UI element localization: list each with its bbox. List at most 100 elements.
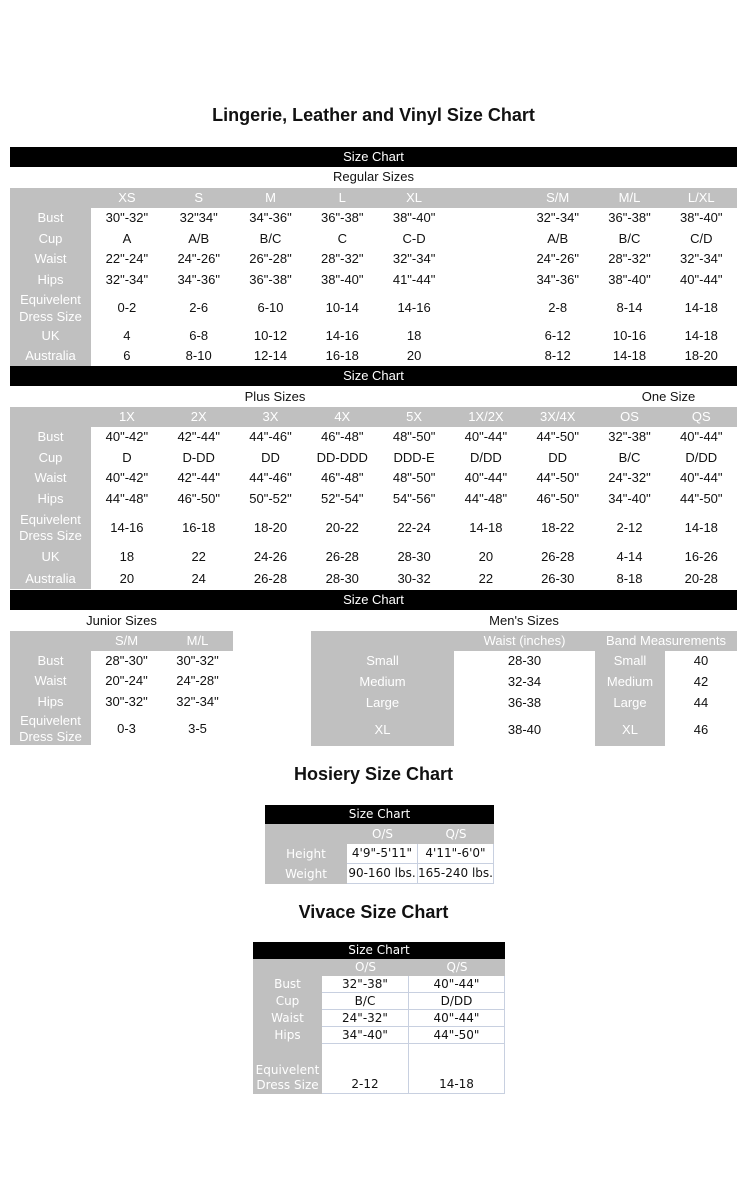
table-cell <box>450 291 522 326</box>
table-cell: D/DD <box>409 993 505 1010</box>
column-header: XS <box>91 188 163 208</box>
table-cell: 34"-40" <box>593 489 666 510</box>
table-cell: 32"-34" <box>521 208 594 229</box>
column-header: 5X <box>378 407 450 427</box>
table-cell: 6-12 <box>521 326 594 346</box>
table-cell: D <box>91 448 163 468</box>
row-label: Equivelent Dress Size <box>10 713 91 745</box>
table-cell: 46"-48" <box>306 468 379 489</box>
table-cell: C-D <box>378 229 450 249</box>
table-cell: 34"-36" <box>162 270 235 291</box>
table-cell: 28-30 <box>306 569 379 589</box>
row-label: XL <box>311 714 454 746</box>
row-label: Equivelent Dress Size <box>253 1044 322 1094</box>
table-cell: 32"-38" <box>593 427 666 448</box>
table-cell: 32-34 <box>454 672 595 693</box>
column-header: Waist (inches) <box>454 631 595 651</box>
table-cell: A/B <box>521 229 594 249</box>
row-label: XL <box>595 714 665 746</box>
row-label: Hips <box>10 270 91 291</box>
column-header: O/S <box>322 959 409 976</box>
table-cell: 40"-44" <box>409 976 505 993</box>
column-header: L/XL <box>665 188 738 208</box>
table-cell: 46 <box>665 714 737 746</box>
table-cell: 22-24 <box>378 510 450 546</box>
table-cell: 24"-26" <box>521 249 594 270</box>
column-header: Band Measurements <box>595 631 737 651</box>
table-cell: 38"-40" <box>665 208 738 229</box>
size-chart-bar: Size Chart <box>10 590 737 610</box>
table-cell: 44"-50" <box>665 489 738 510</box>
table-cell: 42"-44" <box>162 468 235 489</box>
table-cell: 4 <box>91 326 163 346</box>
table-cell: 26-28 <box>234 569 307 589</box>
table-cell: 28"-30" <box>91 651 162 671</box>
column-header: 1X/2X <box>450 407 522 427</box>
table-cell: DDD-E <box>378 448 450 468</box>
table-cell: 30"-32" <box>162 651 233 671</box>
size-chart-bar: Size Chart <box>253 942 505 959</box>
table-cell: 2-6 <box>162 291 235 326</box>
table-cell: 6 <box>91 346 163 366</box>
table-cell: 22"-24" <box>91 249 163 270</box>
row-label: Height <box>265 844 347 864</box>
section-title-one-size: One Size <box>641 388 696 404</box>
row-label: Cup <box>10 448 91 468</box>
table-cell: 18 <box>378 326 450 346</box>
column-header: M/L <box>162 631 233 651</box>
table-cell: 0-2 <box>91 291 163 326</box>
table-cell: 24"-32" <box>593 468 666 489</box>
table-cell: 28-30 <box>454 651 595 672</box>
table-cell: 44"-50" <box>521 468 594 489</box>
table-cell <box>450 270 522 291</box>
table-cell: 52"-54" <box>306 489 379 510</box>
table-cell: 4'11"-6'0" <box>418 844 494 864</box>
table-cell: 30"-32" <box>91 208 163 229</box>
table-cell: B/C <box>593 229 666 249</box>
table-cell: 30"-32" <box>91 692 162 713</box>
row-label: Australia <box>10 346 91 366</box>
table-cell: 18-20 <box>234 510 307 546</box>
table-cell: 3-5 <box>162 713 233 745</box>
column-header: 2X <box>162 407 235 427</box>
column-header: OS <box>593 407 666 427</box>
table-cell: 20 <box>91 569 163 589</box>
table-cell: 4'9"-5'11" <box>347 844 418 864</box>
table-cell: 32"-34" <box>378 249 450 270</box>
table-cell: 24"-28" <box>162 671 233 692</box>
column-header: Q/S <box>409 959 505 976</box>
table-cell: 44 <box>665 693 737 714</box>
row-label: Weight <box>265 864 347 884</box>
page-title: Lingerie, Leather and Vinyl Size Chart <box>212 104 535 125</box>
row-label: Hips <box>10 489 91 510</box>
table-cell: 40"-44" <box>450 468 522 489</box>
row-label: Waist <box>10 671 91 692</box>
table-cell: B/C <box>593 448 666 468</box>
table-cell: 46"-50" <box>521 489 594 510</box>
table-cell: 2-12 <box>593 510 666 546</box>
table-cell: C/D <box>665 229 738 249</box>
table-cell: 26-28 <box>306 546 379 569</box>
table-cell: 50"-52" <box>234 489 307 510</box>
column-header: 3X <box>234 407 307 427</box>
table-cell: 36"-38" <box>306 208 379 229</box>
row-label: Waist <box>10 468 91 489</box>
table-cell: 20 <box>378 346 450 366</box>
row-label: Bust <box>10 651 91 671</box>
table-cell: B/C <box>234 229 307 249</box>
table-cell: 44"-50" <box>521 427 594 448</box>
row-label: Bust <box>10 208 91 229</box>
size-chart-bar: Size Chart <box>10 366 737 386</box>
table-cell: 40 <box>665 651 737 672</box>
table-cell: A <box>91 229 163 249</box>
section-title: Junior Sizes <box>86 612 157 628</box>
table-cell: 24 <box>162 569 235 589</box>
table-cell: 44"-50" <box>409 1027 505 1044</box>
table-cell: DD <box>521 448 594 468</box>
table-cell: 40"-44" <box>409 1010 505 1027</box>
table-cell: 2-8 <box>521 291 594 326</box>
table-cell: 20 <box>450 546 522 569</box>
table-cell: 8-12 <box>521 346 594 366</box>
table-cell: 6-8 <box>162 326 235 346</box>
row-label: Cup <box>253 993 322 1010</box>
